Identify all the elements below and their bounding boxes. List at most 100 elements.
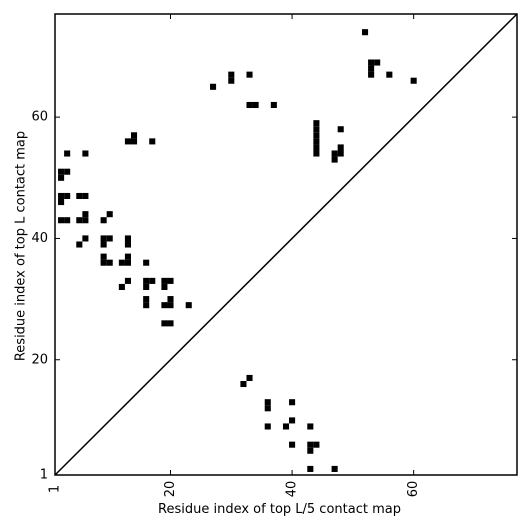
contact-point bbox=[149, 138, 156, 145]
contact-point bbox=[64, 150, 71, 157]
contact-point bbox=[58, 168, 65, 175]
contact-point bbox=[167, 296, 174, 303]
contact-point bbox=[100, 259, 107, 266]
axes: 1 20 40 60 1 20 40 60 bbox=[31, 14, 517, 497]
contact-point bbox=[106, 211, 113, 218]
contact-point bbox=[124, 277, 131, 284]
contact-point bbox=[82, 192, 89, 200]
contact-point bbox=[118, 259, 125, 266]
contact-point bbox=[76, 192, 83, 200]
x-tick-label: 20 bbox=[163, 481, 178, 498]
contact-point bbox=[264, 405, 271, 412]
contact-point bbox=[307, 423, 314, 430]
contact-point bbox=[64, 217, 71, 224]
contact-point bbox=[228, 77, 235, 84]
contact-point bbox=[307, 465, 314, 472]
contact-point bbox=[374, 59, 381, 66]
contact-point bbox=[143, 259, 150, 266]
diagonal-line bbox=[54, 13, 518, 476]
contact-point bbox=[307, 441, 314, 448]
plot-frame bbox=[54, 13, 518, 476]
contact-point bbox=[167, 320, 174, 327]
contact-point bbox=[361, 29, 369, 36]
x-axis-title: Residue index of top L/5 contact map bbox=[158, 502, 401, 517]
contact-point bbox=[143, 283, 150, 290]
contact-point bbox=[58, 217, 65, 224]
contact-point bbox=[124, 241, 131, 248]
contact-point bbox=[368, 65, 375, 72]
contact-point bbox=[130, 132, 138, 139]
contact-point bbox=[240, 380, 247, 388]
y-tick-label: 60 bbox=[31, 110, 48, 125]
contact-point bbox=[313, 144, 320, 151]
contact-point bbox=[64, 192, 71, 200]
contact-point bbox=[124, 235, 131, 242]
contact-point bbox=[289, 417, 296, 424]
contact-point bbox=[264, 399, 271, 406]
contact-point bbox=[246, 374, 253, 381]
contact-point bbox=[228, 71, 235, 78]
contact-point bbox=[58, 174, 65, 181]
contact-point bbox=[161, 320, 168, 327]
contact-point bbox=[313, 120, 320, 127]
contact-point bbox=[331, 156, 338, 163]
contact-point bbox=[264, 423, 271, 430]
contact-point bbox=[246, 71, 253, 78]
contact-point bbox=[76, 217, 83, 224]
contact-point bbox=[289, 441, 296, 448]
contact-point bbox=[368, 71, 375, 78]
contact-point bbox=[386, 71, 393, 78]
contact-point bbox=[161, 283, 168, 290]
contact-point bbox=[270, 101, 277, 109]
contact-point bbox=[106, 235, 113, 242]
contact-point bbox=[161, 302, 168, 309]
contact-point bbox=[100, 241, 107, 248]
contact-point bbox=[106, 259, 113, 266]
contact-point bbox=[289, 399, 296, 406]
contact-point bbox=[124, 138, 131, 145]
contact-point bbox=[185, 302, 192, 309]
contact-point bbox=[331, 150, 338, 157]
contact-point bbox=[313, 132, 320, 139]
y-tick-label: 40 bbox=[31, 231, 48, 246]
contact-point bbox=[100, 217, 107, 224]
contact-point bbox=[124, 253, 131, 260]
y-tick-label: 20 bbox=[31, 352, 48, 367]
contact-point bbox=[246, 101, 253, 109]
contact-point bbox=[124, 259, 131, 266]
y-axis-title: Residue index of top L contact map bbox=[13, 130, 29, 362]
contact-point bbox=[64, 168, 71, 175]
contact-point bbox=[149, 277, 156, 284]
contact-point bbox=[58, 192, 65, 200]
contact-point bbox=[100, 235, 107, 242]
contact-point bbox=[82, 150, 89, 157]
contact-point bbox=[143, 302, 150, 309]
contact-point bbox=[82, 235, 89, 242]
contact-point bbox=[167, 302, 174, 309]
contact-point bbox=[161, 277, 168, 284]
contact-point bbox=[337, 150, 344, 157]
contact-point bbox=[167, 277, 174, 284]
contact-point bbox=[143, 296, 150, 303]
x-tick-label: 1 bbox=[48, 485, 63, 493]
contact-point bbox=[368, 59, 375, 66]
contact-point bbox=[410, 77, 417, 84]
contact-point bbox=[282, 423, 290, 430]
contact-point bbox=[130, 138, 138, 145]
x-tick-label: 60 bbox=[406, 481, 421, 498]
contact-point bbox=[313, 150, 320, 157]
contact-point bbox=[100, 253, 107, 260]
contact-point bbox=[143, 277, 150, 284]
x-tick-label: 40 bbox=[285, 481, 300, 498]
contact-point bbox=[331, 465, 338, 472]
contact-point bbox=[76, 241, 83, 248]
contact-point bbox=[337, 126, 344, 133]
contact-point bbox=[337, 144, 344, 151]
contact-point bbox=[252, 101, 259, 109]
contact-point bbox=[307, 447, 314, 454]
contact-point bbox=[82, 217, 89, 224]
contact-points bbox=[58, 29, 417, 472]
contact-point bbox=[313, 126, 320, 133]
contact-point bbox=[313, 138, 320, 145]
